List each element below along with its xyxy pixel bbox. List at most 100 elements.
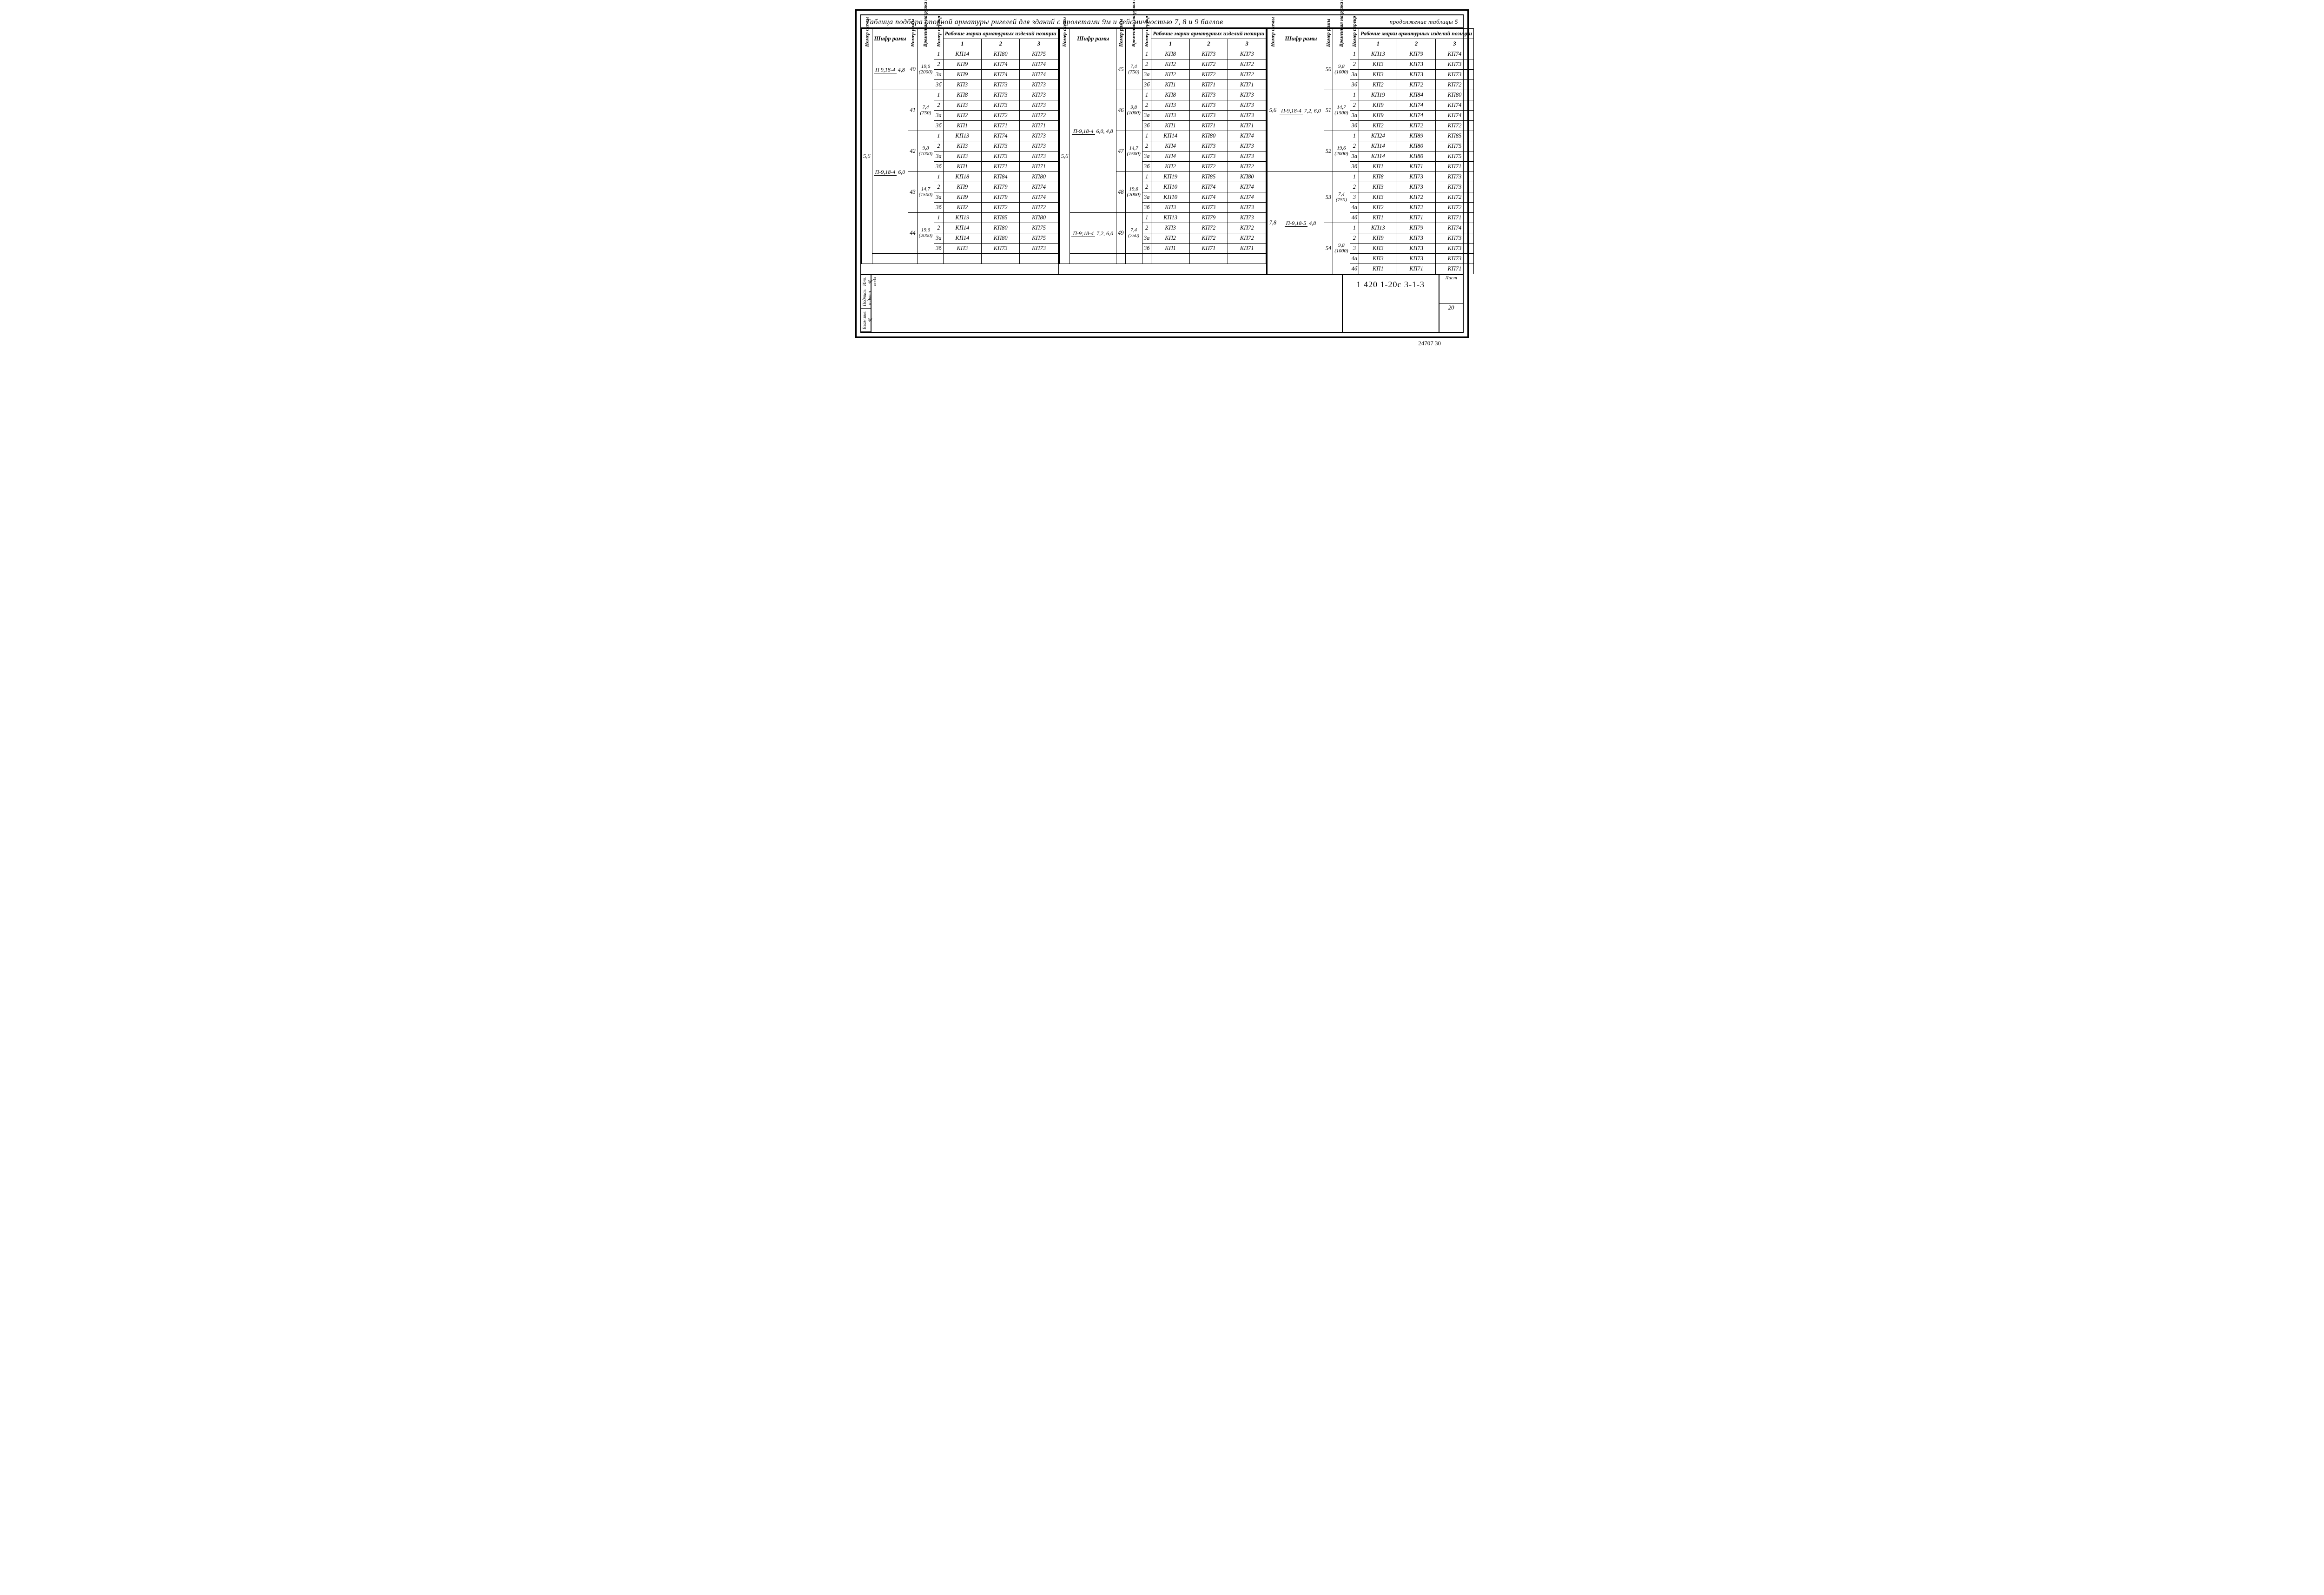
pos2-cell: КП80 (1397, 141, 1435, 152)
pos2-cell: КП71 (1397, 162, 1435, 172)
pos1-cell: КП14 (943, 49, 981, 59)
pos1-cell: КП1 (1359, 264, 1397, 274)
load-cell: 9,8(1000) (1333, 49, 1350, 90)
pos3-cell: КП72 (1020, 111, 1058, 121)
shifr-cell (872, 254, 908, 264)
pos2-cell: КП84 (982, 172, 1020, 182)
title-row: Таблица подбора опорной арматуры ригелей… (861, 15, 1463, 28)
pos2-cell: КП72 (1397, 121, 1435, 131)
pos3-cell: КП74 (1435, 100, 1473, 111)
side-tab: Инв.№ подл (861, 275, 871, 288)
pos1-cell: КП18 (943, 172, 981, 182)
rama-number: 53 (1324, 172, 1333, 223)
pos3-cell: КП80 (1020, 213, 1058, 223)
scheme-cell: 5,6 (862, 49, 872, 264)
pos1-cell: КП14 (1359, 152, 1397, 162)
pos3-cell: КП73 (1020, 90, 1058, 100)
pos1-cell: КП3 (943, 80, 981, 90)
table-row: П-9;18-47,2, 6,0497,4(750)1КП13КП79КП73 (1059, 213, 1266, 223)
rama-number: 49 (1116, 213, 1126, 254)
perekr-number: 2 (1350, 59, 1359, 70)
pos2-cell: КП73 (1397, 172, 1435, 182)
pos3-cell: КП80 (1435, 90, 1473, 100)
pos2-cell: КП72 (1397, 203, 1435, 213)
perekr-number: 3а (1142, 233, 1151, 244)
pos3-cell: КП75 (1435, 141, 1473, 152)
perekr-number: 1 (934, 131, 944, 141)
pos2-cell: КП74 (982, 59, 1020, 70)
table-row (862, 254, 1058, 264)
pos3-cell: КП75 (1020, 49, 1058, 59)
perekr-number: 3б (1142, 121, 1151, 131)
panel: Номер схемы Шифр рамы Номер рамы Временн… (861, 28, 1059, 274)
perekr-number: 3а (1350, 152, 1359, 162)
perekr-number: 3а (1142, 152, 1151, 162)
pos2-cell: КП73 (982, 152, 1020, 162)
pos3-cell: КП74 (1435, 223, 1473, 233)
perekr-number: 3б (934, 203, 944, 213)
load-cell: 9,8(1000) (917, 131, 934, 172)
pos2-cell: КП73 (1397, 59, 1435, 70)
pos2-cell: КП79 (1397, 223, 1435, 233)
pos2-cell: КП73 (1397, 254, 1435, 264)
pos1-cell: КП3 (1151, 100, 1189, 111)
pos3-cell: КП72 (1228, 162, 1266, 172)
perekr-number: 1 (1350, 49, 1359, 59)
pos2-cell: КП71 (1397, 213, 1435, 223)
perekr-number: 2 (934, 59, 944, 70)
load-cell: 7,4(750) (1125, 213, 1142, 254)
pos2-cell: КП73 (1189, 111, 1228, 121)
pos1-cell: КП3 (1359, 192, 1397, 203)
pos3-cell: КП85 (1435, 131, 1473, 141)
pos1-cell: КП9 (943, 59, 981, 70)
pos3-cell: КП73 (1435, 254, 1473, 264)
scheme-cell: 5,6 (1059, 49, 1070, 264)
pos1-cell: КП14 (1359, 141, 1397, 152)
pos2-cell: КП80 (982, 49, 1020, 59)
perekr-number: 3б (1142, 244, 1151, 254)
pos1-cell (1151, 254, 1189, 264)
rama-number: 40 (908, 49, 918, 90)
selection-table: Номер схемы Шифр рамы Номер рамы Временн… (1059, 28, 1267, 264)
pos1-cell: КП3 (1151, 223, 1189, 233)
pos3-cell: КП73 (1228, 49, 1266, 59)
pos2-cell: КП73 (1189, 141, 1228, 152)
pos1-cell: КП1 (1359, 213, 1397, 223)
pos1-cell: КП13 (943, 131, 981, 141)
pos3-cell: КП73 (1020, 141, 1058, 152)
pos3-cell: КП74 (1435, 111, 1473, 121)
perekr-number: 1 (1142, 172, 1151, 182)
pos2-cell: КП80 (982, 233, 1020, 244)
rama-number: 51 (1324, 90, 1333, 131)
perekr-number: 3 (1350, 192, 1359, 203)
perekr-number: 2 (1142, 100, 1151, 111)
pos3-cell: КП80 (1020, 172, 1058, 182)
rama-number: 41 (908, 90, 918, 131)
rama-number (1116, 254, 1126, 264)
pos1-cell: КП4 (1151, 141, 1189, 152)
pos1-cell: КП14 (943, 233, 981, 244)
pos2-cell: КП73 (1397, 233, 1435, 244)
pos2-cell: КП72 (1189, 233, 1228, 244)
pos3-cell: КП74 (1020, 192, 1058, 203)
table-row: П-9,18-46,0417,4(750)1КП8КП73КП73 (862, 90, 1058, 100)
pos2-cell: КП71 (1189, 80, 1228, 90)
pos1-cell: КП1 (943, 162, 981, 172)
perekr-number: 3а (1142, 111, 1151, 121)
pos2-cell: КП74 (982, 131, 1020, 141)
pos3-cell: КП74 (1020, 70, 1058, 80)
perekr-number: 3а (934, 152, 944, 162)
panel: Номер схемы Шифр рамы Номер рамы Временн… (1059, 28, 1268, 274)
perekr-number: 3б (1142, 162, 1151, 172)
perekr-number: 3а (934, 233, 944, 244)
load-cell: 19,6(2000) (917, 213, 934, 254)
pos1-cell: КП3 (1359, 59, 1397, 70)
pos2-cell: КП84 (1397, 90, 1435, 100)
perekr-number: 2 (934, 223, 944, 233)
panels-container: Номер схемы Шифр рамы Номер рамы Временн… (861, 28, 1474, 274)
title-block-stamp: 1 420 1-20с 3-1-3 Лист 20 (1342, 275, 1463, 332)
pos2-cell: КП74 (1397, 111, 1435, 121)
pos2-cell: КП79 (982, 182, 1020, 192)
perekr-number: 1 (1350, 223, 1359, 233)
side-tabs: Инв.№ подл Подпись и дата Взам.инв.№ (861, 275, 872, 332)
